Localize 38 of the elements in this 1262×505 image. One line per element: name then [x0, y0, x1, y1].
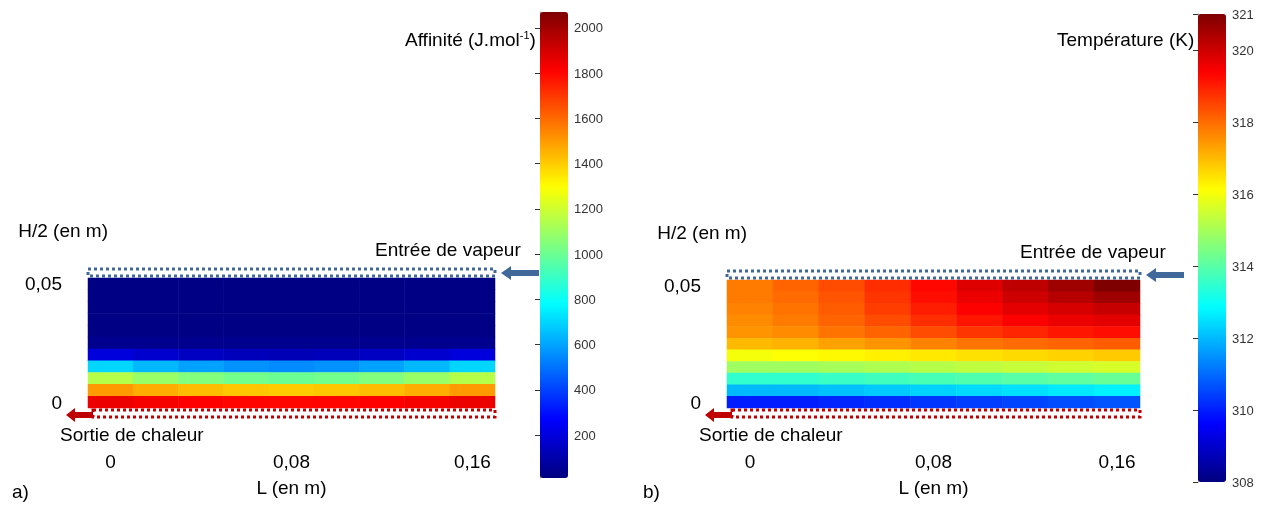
x-tick-label: 0,08 [273, 451, 310, 472]
x-tick-label: 0,08 [915, 451, 952, 472]
color-bar-label: 310 [1232, 402, 1254, 418]
color-bar-label: 1600 [574, 110, 603, 126]
x-tick-label: 0,16 [453, 451, 491, 472]
color-bar-label: 1400 [574, 156, 603, 172]
color-bar-title: Affinité (J.mol$^{-1}$) [405, 29, 536, 51]
x-tick-label: 0,16 [1098, 451, 1136, 472]
color-bar-label: 314 [1232, 258, 1254, 274]
color-bar-label: 800 [574, 291, 596, 307]
text: Sortie de chaleur [699, 424, 843, 445]
color-bar-label: 316 [1232, 186, 1254, 202]
text: Entrée de vapeur [375, 239, 521, 260]
x-axis-title: L (en m) [256, 477, 327, 498]
color-bar-label: 312 [1232, 330, 1254, 346]
color-bar-title: Température (K) [1057, 29, 1195, 50]
x-tick-label: 0 [744, 451, 756, 472]
color-bar-label: 2000 [574, 20, 603, 36]
color-bar-label: 308 [1232, 474, 1254, 490]
color-bar-label: 400 [574, 382, 596, 398]
color-bar-label: 318 [1232, 114, 1254, 130]
y-tick-label: 0,05 [664, 275, 701, 297]
y-tick-label: 0,05 [25, 273, 62, 295]
color-bar-label: 1800 [574, 65, 603, 81]
y-axis-title: H/2 (en m) [18, 220, 108, 241]
x-tick-label: 0 [105, 451, 116, 472]
color-bar-label: 1200 [574, 201, 603, 217]
text: a) [12, 481, 29, 502]
color-bar-label: 320 [1232, 42, 1254, 58]
color-bar-label: 1000 [574, 246, 603, 262]
color-bar-label: 200 [574, 427, 596, 443]
y-axis-title: H/2 (en m) [657, 222, 747, 243]
x-axis-title: L (en m) [898, 477, 969, 498]
text: Entrée de vapeur [1020, 241, 1166, 262]
color-bar-label: 600 [574, 337, 596, 353]
color-bar-label: 321 [1232, 6, 1254, 22]
text: Sortie de chaleur [60, 424, 204, 445]
text: b) [643, 481, 660, 502]
